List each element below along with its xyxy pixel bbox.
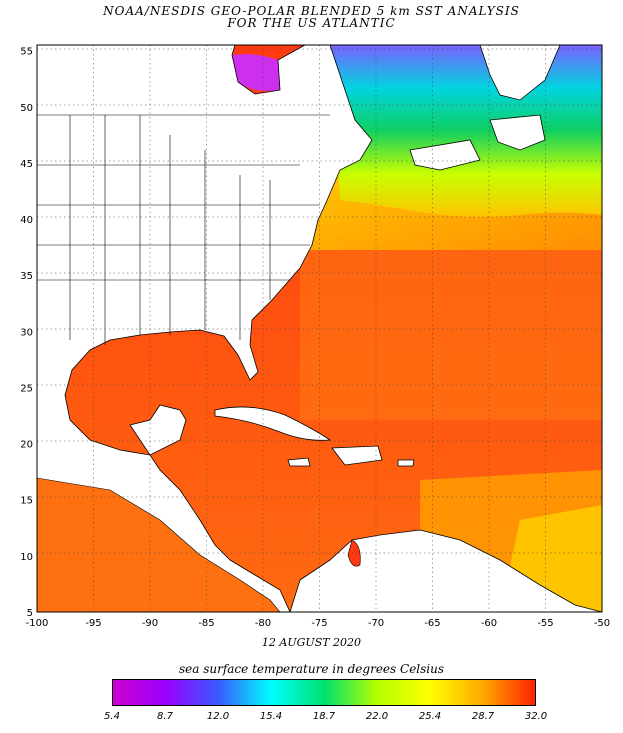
puerto-rico-land (397, 459, 415, 467)
lon-tick-label: -95 (85, 618, 101, 629)
map-title-line1: NOAA/NESDIS GEO-POLAR BLENDED 5 km SST A… (103, 4, 520, 18)
lat-tick-label: 10 (20, 552, 33, 563)
lat-tick-label: 40 (20, 215, 33, 226)
temperature-colorbar (112, 679, 536, 706)
analysis-date: 12 AUGUST 2020 (261, 636, 362, 649)
longitude-axis: -100 -95 -90 -85 -80 -75 -70 -65 -60 -55 -50 (26, 618, 611, 629)
south-america-land (289, 529, 602, 612)
lon-tick-label: -65 (424, 618, 440, 629)
lon-tick-label: -100 (26, 618, 49, 629)
lon-tick-label: -70 (368, 618, 384, 629)
colorbar-title: sea surface temperature in degrees Celsi… (178, 662, 445, 676)
colorbar-tick-label: 25.4 (418, 711, 442, 722)
hispaniola-land (331, 445, 383, 466)
lat-tick-label: 5 (27, 608, 33, 619)
colorbar-tick-label: 22.0 (365, 711, 389, 722)
hudson-bay-cold (232, 54, 280, 91)
state-boundaries (37, 114, 330, 345)
lat-tick-label: 35 (20, 271, 33, 282)
lon-tick-label: -80 (255, 618, 271, 629)
lon-tick-label: -75 (311, 618, 327, 629)
subtropical-band (300, 250, 602, 420)
colorbar-tick-label: 12.0 (206, 711, 230, 722)
lat-tick-label: 50 (20, 103, 33, 114)
sst-field (37, 45, 602, 612)
map-frame (36, 44, 603, 613)
colorbar-tick-label: 15.4 (259, 711, 283, 722)
lon-tick-label: -90 (142, 618, 158, 629)
map-title-line2: FOR THE US ATLANTIC (227, 16, 396, 30)
jamaica-land (287, 457, 311, 467)
north-atlantic-cold (330, 45, 602, 217)
lat-tick-label: 25 (20, 383, 33, 394)
lat-tick-label: 20 (20, 440, 33, 451)
lat-tick-label: 30 (20, 327, 33, 338)
colorbar-tick-label: 8.7 (157, 711, 173, 722)
lon-tick-label: -55 (537, 618, 553, 629)
lat-tick-label: 45 (20, 159, 33, 170)
lon-tick-label: -50 (594, 618, 610, 629)
colorbar-tick-label: 28.7 (471, 711, 495, 722)
newfoundland-land (489, 114, 546, 151)
lon-tick-label: -85 (198, 618, 214, 629)
nova-scotia-land (409, 139, 481, 171)
lake-maracaibo (347, 539, 361, 567)
colorbar-tick-label: 5.4 (104, 711, 120, 722)
labrador-land (479, 45, 561, 101)
lon-tick-label: -60 (481, 618, 497, 629)
latitude-axis: 55 50 45 40 35 30 25 20 15 10 5 (20, 47, 33, 619)
colorbar-tick-label: 18.7 (312, 711, 336, 722)
lat-tick-label: 15 (20, 496, 33, 507)
lat-tick-label: 55 (20, 47, 33, 58)
colorbar-labels: 5.4 8.7 12.0 15.4 18.7 22.0 25.4 28.7 32.0 (0, 711, 623, 725)
graticule (37, 45, 602, 612)
eastern-pacific-water (37, 477, 281, 612)
colorbar-tick-label: 32.0 (524, 711, 548, 722)
cuba-land (214, 406, 332, 441)
